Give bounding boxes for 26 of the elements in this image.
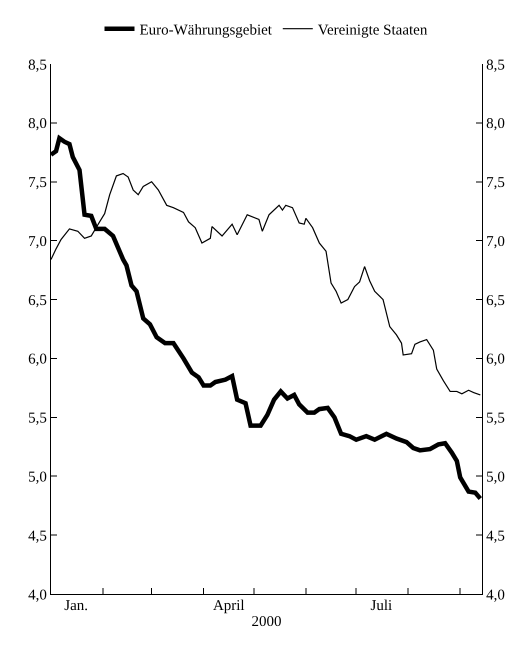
y2-tick-label: 6,5 — [486, 292, 505, 309]
y-tick-label: 7,5 — [28, 175, 47, 192]
y2-tick-label: 6,0 — [486, 352, 505, 368]
x-tick-label: Juli — [370, 598, 392, 614]
y2-tick-label: 5,0 — [486, 469, 505, 486]
y2-tick-label: 8,5 — [486, 57, 505, 74]
y2-tick-label: 4,0 — [486, 587, 505, 604]
y2-tick-label: 8,0 — [486, 116, 505, 132]
y2-tick-label: 7,0 — [486, 234, 505, 250]
y2-tick-label: 7,5 — [486, 175, 505, 192]
y-tick-label: 4,0 — [28, 587, 47, 604]
x-tick-label: Jan. — [64, 598, 88, 614]
y-tick-label: 6,5 — [28, 292, 47, 309]
x-tick-label: April — [212, 598, 245, 614]
y2-tick-label: 5,5 — [486, 410, 505, 427]
y-tick-label: 7,0 — [28, 234, 47, 250]
y-tick-label: 5,5 — [28, 410, 47, 427]
x-axis-title: 2000 — [252, 614, 282, 630]
y-tick-label: 8,5 — [28, 57, 47, 74]
y-tick-label: 8,0 — [28, 116, 47, 132]
y-tick-label: 4,5 — [28, 528, 47, 544]
y-tick-label: 5,0 — [28, 469, 47, 486]
y-tick-label: 6,0 — [28, 352, 47, 368]
y2-tick-label: 4,5 — [486, 528, 505, 544]
legend-label: Vereinigte Staaten — [318, 22, 428, 39]
legend-label: Euro-Währungsgebiet — [140, 22, 273, 39]
